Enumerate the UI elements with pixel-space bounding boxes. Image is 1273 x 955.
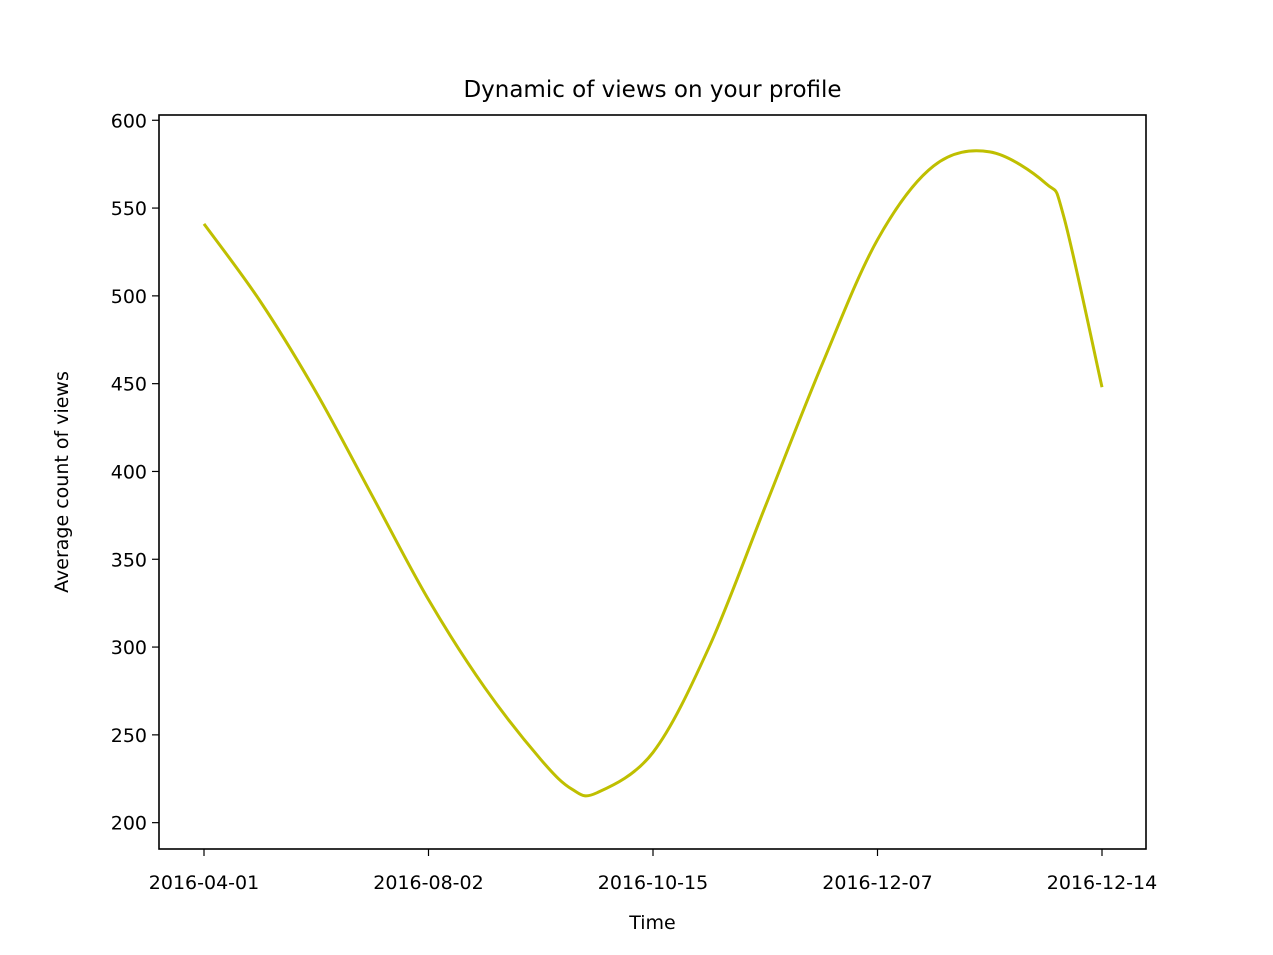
y-axis: 200 250 300 350 400 450 500 550 600 [111, 110, 159, 835]
x-tick-label: 2016-08-02 [373, 872, 483, 894]
y-axis-label: Average count of views [51, 371, 73, 593]
x-tick-label: 2016-10-15 [598, 872, 708, 894]
y-tick-label: 350 [111, 549, 147, 571]
chart-title: Dynamic of views on your profile [463, 77, 841, 103]
plot-frame [158, 114, 1147, 850]
y-tick-label: 450 [111, 374, 147, 396]
x-axis-label: Time [628, 912, 676, 934]
y-tick-label: 500 [111, 286, 147, 308]
y-tick-label: 400 [111, 461, 147, 483]
y-tick-label: 250 [111, 725, 147, 747]
y-tick-label: 600 [111, 110, 147, 132]
x-axis: 2016-04-01 2016-08-02 2016-10-15 2016-12-07… [149, 849, 1157, 894]
series-line [202, 149, 1104, 798]
y-tick-label: 550 [111, 198, 147, 220]
x-tick-label: 2016-04-01 [149, 872, 259, 894]
x-tick-label: 2016-12-14 [1047, 872, 1157, 894]
series-layer [202, 149, 1104, 798]
y-tick-label: 300 [111, 637, 147, 659]
x-tick-label: 2016-12-07 [822, 872, 932, 894]
y-tick-label: 200 [111, 813, 147, 835]
